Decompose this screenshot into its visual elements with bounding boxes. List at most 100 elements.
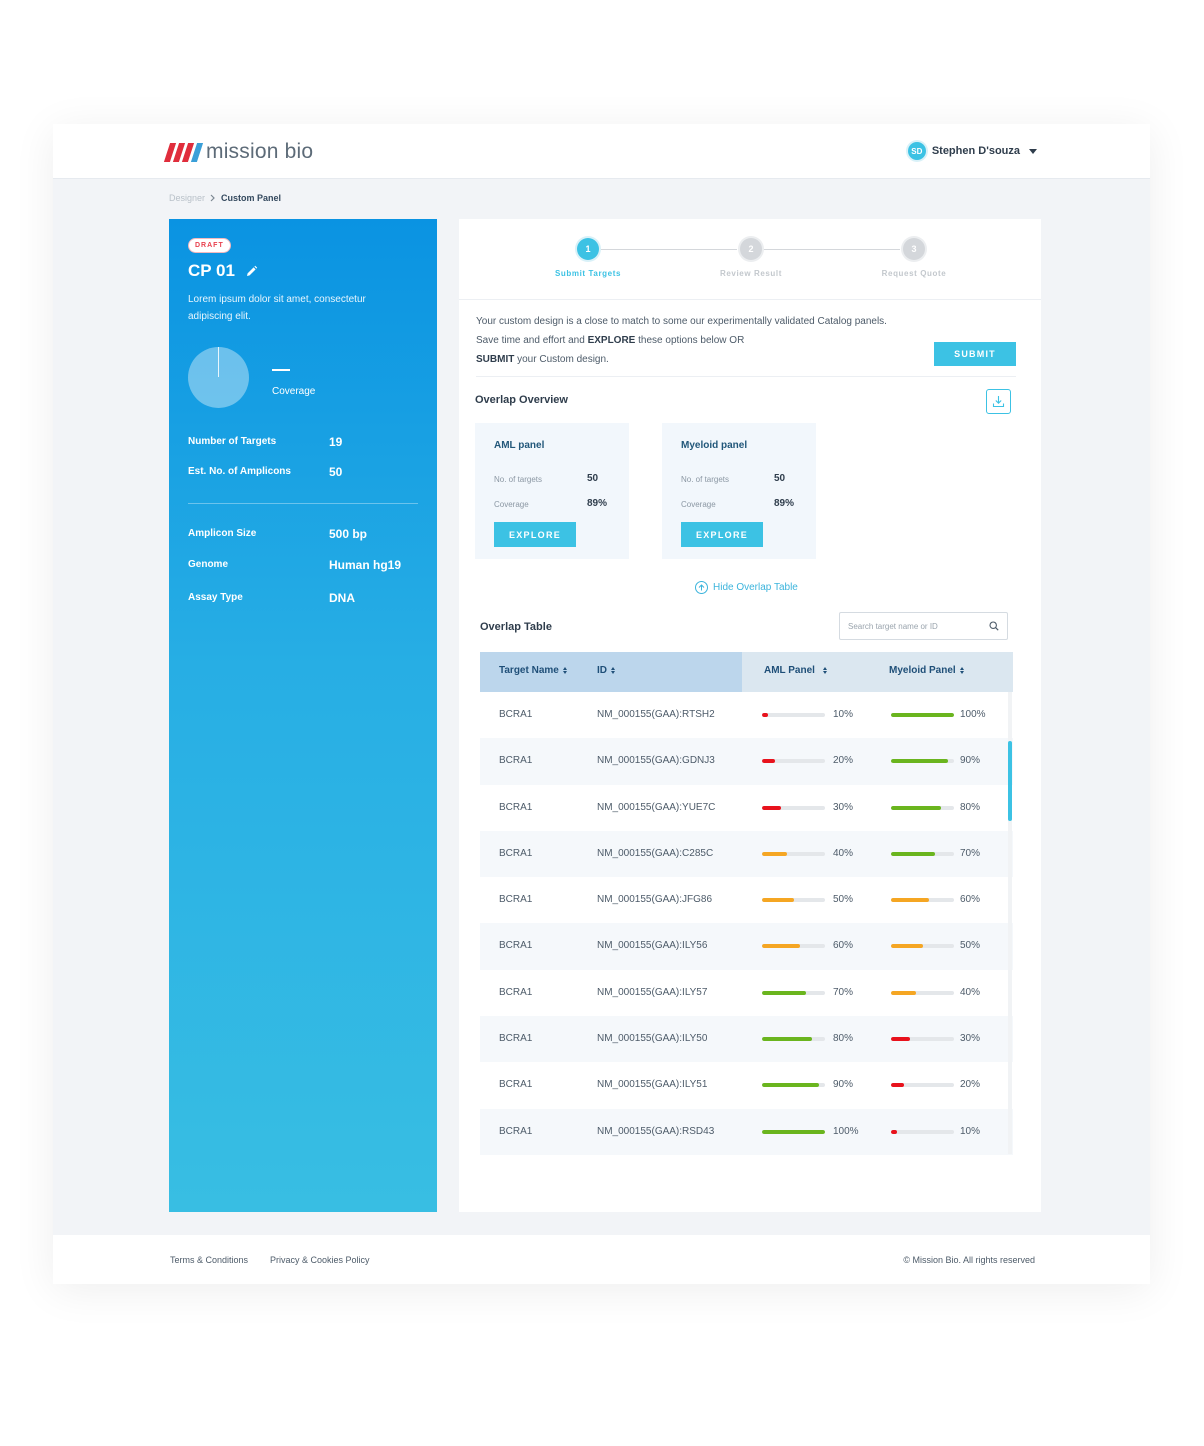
panel-summary: DRAFT CP 01 Lorem ipsum dolor sit amet, …	[169, 219, 437, 1212]
table-row[interactable]: BCRA1 NM_000155(GAA):C285C 40% 70%	[480, 830, 1013, 878]
aml-coverage-bar	[762, 1037, 825, 1042]
myeloid-coverage-bar-fill	[891, 805, 942, 810]
panel-card-title: AML panel	[494, 440, 545, 451]
cell-aml-percent: 60%	[833, 940, 854, 952]
logo-text: mission bio	[206, 140, 314, 163]
table-row[interactable]: BCRA1 NM_000155(GAA):RTSH2 10% 100%	[480, 692, 1013, 738]
stat-label: Genome	[188, 559, 229, 570]
cell-target-name: BCRA1	[499, 801, 533, 813]
explore-button[interactable]: EXPLORE	[681, 522, 763, 547]
myeloid-coverage-bar-fill	[891, 898, 929, 903]
cell-myeloid-percent: 60%	[960, 894, 981, 906]
scrollbar-track[interactable]	[1008, 692, 1012, 1154]
table-row[interactable]: BCRA1 NM_000155(GAA):ILY51 90% 20%	[480, 1062, 1013, 1108]
user-menu[interactable]: SD Stephen D'souza	[907, 142, 1037, 160]
pencil-icon[interactable]	[245, 265, 258, 278]
cell-target-name: BCRA1	[499, 894, 533, 906]
privacy-link[interactable]: Privacy & Cookies Policy	[270, 1255, 370, 1265]
aml-coverage-bar-fill	[762, 1083, 819, 1088]
th-id[interactable]: ID	[597, 665, 615, 676]
cell-target-name: BCRA1	[499, 940, 533, 952]
step-label: Request Quote	[881, 269, 947, 278]
breadcrumb: Designer Custom Panel	[169, 193, 281, 203]
cell-id: NM_000155(GAA):RSD43	[597, 1125, 715, 1137]
breadcrumb-current: Custom Panel	[221, 193, 282, 203]
step-review-result[interactable]: 2 Review Result	[701, 238, 801, 278]
th-target-name[interactable]: Target Name	[499, 665, 567, 676]
table-row[interactable]: BCRA1 NM_000155(GAA):ILY57 70% 40%	[480, 970, 1013, 1016]
panel-card-label: Coverage	[681, 500, 716, 509]
status-badge: DRAFT	[188, 238, 231, 253]
cell-id: NM_000155(GAA):C285C	[597, 847, 714, 859]
aml-coverage-bar-fill	[762, 759, 775, 764]
table-row[interactable]: BCRA1 NM_000155(GAA):ILY50 80% 30%	[480, 1016, 1013, 1063]
stat-value: 19	[329, 435, 343, 449]
overlap-table-title: Overlap Table	[480, 621, 552, 633]
cell-target-name: BCRA1	[499, 847, 533, 859]
logo-mark-icon	[163, 142, 204, 162]
myeloid-coverage-bar-fill	[891, 1083, 904, 1088]
sort-icon	[611, 667, 615, 674]
search-icon	[989, 621, 999, 631]
cell-aml-percent: 100%	[833, 1125, 859, 1137]
stat-label: Est. No. of Amplicons	[188, 466, 291, 477]
table-row[interactable]: BCRA1 NM_000155(GAA):JFG86 50% 60%	[480, 877, 1013, 923]
user-name: Stephen D'souza	[931, 145, 1020, 157]
aml-coverage-bar	[762, 1129, 825, 1134]
table-row[interactable]: BCRA1 NM_000155(GAA):YUE7C 30% 80%	[480, 785, 1013, 831]
aml-coverage-bar-fill	[762, 944, 800, 949]
table-row[interactable]: BCRA1 NM_000155(GAA):GDNJ3 20% 90%	[480, 738, 1013, 785]
breadcrumb-root[interactable]: Designer	[169, 193, 206, 203]
panel-card-value: 89%	[587, 498, 608, 509]
aml-coverage-bar	[762, 851, 825, 856]
aml-coverage-bar	[762, 713, 825, 717]
cell-target-name: BCRA1	[499, 1033, 533, 1045]
stat-value: 50	[329, 465, 343, 479]
submit-button[interactable]: SUBMIT	[934, 342, 1016, 366]
scrollbar-thumb[interactable]	[1008, 741, 1012, 821]
footer: Terms & Conditions Privacy & Cookies Pol…	[53, 1235, 1150, 1284]
myeloid-coverage-bar	[891, 1083, 954, 1088]
th-label: Target Name	[499, 665, 559, 676]
intro-text-part: your Custom design.	[514, 354, 609, 365]
logo[interactable]: mission bio	[163, 140, 314, 164]
step-number: 2	[740, 238, 762, 260]
search-input[interactable]: Search target name or ID	[839, 612, 1008, 640]
stat-value: 500 bp	[329, 527, 368, 541]
stat-value: Human hg19	[329, 558, 402, 572]
step-submit-targets[interactable]: 1 Submit Targets	[538, 238, 638, 278]
table-row[interactable]: BCRA1 NM_000155(GAA):ILY56 60% 50%	[480, 923, 1013, 970]
explore-button[interactable]: EXPLORE	[494, 522, 576, 547]
cell-id: NM_000155(GAA):GDNJ3	[597, 755, 715, 767]
aml-coverage-bar	[762, 805, 825, 810]
th-myeloid-panel[interactable]: Myeloid Panel	[889, 665, 964, 676]
terms-link[interactable]: Terms & Conditions	[170, 1255, 249, 1265]
coverage-pie	[188, 347, 249, 408]
cell-id: NM_000155(GAA):ILY57	[597, 986, 708, 998]
step-request-quote[interactable]: 3 Request Quote	[864, 238, 964, 278]
aml-coverage-bar-fill	[762, 713, 769, 717]
aml-coverage-bar	[762, 990, 825, 995]
step-connector	[763, 249, 900, 250]
hide-overlap-table-link[interactable]: Hide Overlap Table	[695, 581, 798, 594]
chevron-down-icon	[1029, 148, 1037, 154]
step-connector	[600, 249, 737, 250]
chevron-right-icon	[210, 194, 215, 202]
sort-icon	[822, 667, 827, 674]
table-row[interactable]: BCRA1 NM_000155(GAA):RSD43 100% 10%	[480, 1108, 1013, 1155]
coverage-label: Coverage	[272, 386, 316, 397]
step-label: Review Result	[719, 269, 783, 278]
cell-target-name: BCRA1	[499, 709, 533, 720]
myeloid-coverage-bar-fill	[891, 851, 936, 856]
table-header: Target Name ID AML Panel Myeloid Panel	[480, 652, 1013, 692]
table-body: BCRA1 NM_000155(GAA):RTSH2 10% 100% BCRA1 NM_…	[480, 692, 1013, 1155]
download-button[interactable]	[986, 389, 1011, 414]
aml-coverage-bar-fill	[762, 851, 788, 856]
th-aml-panel[interactable]: AML Panel	[764, 665, 827, 676]
download-icon	[992, 396, 1005, 408]
cell-id: NM_000155(GAA):ILY51	[597, 1079, 708, 1091]
cell-aml-percent: 90%	[833, 1079, 854, 1091]
panel-title: CP 01	[188, 261, 235, 280]
aml-coverage-bar-fill	[762, 805, 781, 810]
myeloid-coverage-bar	[891, 1037, 954, 1042]
